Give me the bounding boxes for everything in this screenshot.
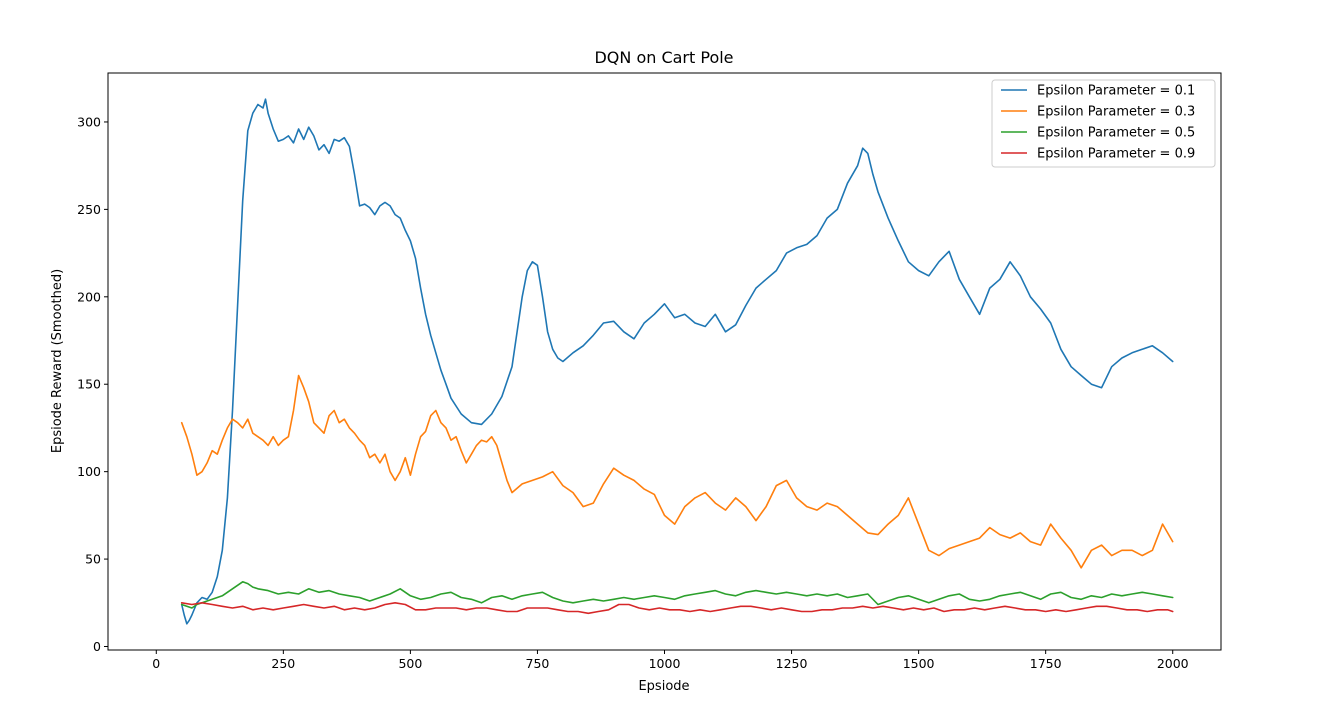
series-line-3 — [180, 602, 1174, 615]
y-tick-label: 150 — [77, 377, 101, 392]
x-tick-label: 500 — [398, 656, 422, 671]
legend-items: Epsilon Parameter = 0.1 Epsilon Parameter… — [1001, 84, 1195, 162]
y-tick-label: 250 — [77, 202, 101, 217]
legend-label-0: Epsilon Parameter = 0.1 — [1037, 84, 1195, 99]
x-tick-label: 2000 — [1157, 656, 1189, 671]
chart-title: DQN on Cart Pole — [594, 48, 733, 67]
x-axis: 0 250 500 750 1000 1250 1500 1750 2000 — [152, 650, 1189, 671]
series-line-0 — [180, 98, 1174, 625]
legend-box — [991, 79, 1216, 168]
x-tick-label: 750 — [526, 656, 550, 671]
y-tick-label: 300 — [77, 114, 101, 129]
legend: Epsilon Parameter = 0.1 Epsilon Parameter… — [991, 79, 1216, 168]
x-tick-label: 1500 — [903, 656, 935, 671]
x-tick-label: 0 — [152, 656, 160, 671]
x-tick-label: 1000 — [649, 656, 681, 671]
y-axis-title: Epsiode Reward (Smoothed) — [50, 269, 65, 453]
series-line-2 — [180, 581, 1174, 609]
y-tick-label: 50 — [85, 552, 101, 567]
y-tick-label: 200 — [77, 289, 101, 304]
legend-label-3: Epsilon Parameter = 0.9 — [1037, 147, 1195, 162]
series-line-1 — [180, 374, 1174, 569]
y-tick-label: 100 — [77, 464, 101, 479]
series-layer — [180, 98, 1174, 625]
y-tick-label: 0 — [93, 639, 101, 654]
x-axis-title: Epsiode — [638, 679, 689, 694]
x-tick-label: 250 — [271, 656, 295, 671]
legend-label-1: Epsilon Parameter = 0.3 — [1037, 105, 1195, 120]
x-tick-label: 1250 — [776, 656, 808, 671]
y-axis: 0 50 100 150 200 250 300 — [77, 114, 108, 654]
x-tick-label: 1750 — [1030, 656, 1062, 671]
legend-label-2: Epsilon Parameter = 0.5 — [1037, 126, 1195, 141]
